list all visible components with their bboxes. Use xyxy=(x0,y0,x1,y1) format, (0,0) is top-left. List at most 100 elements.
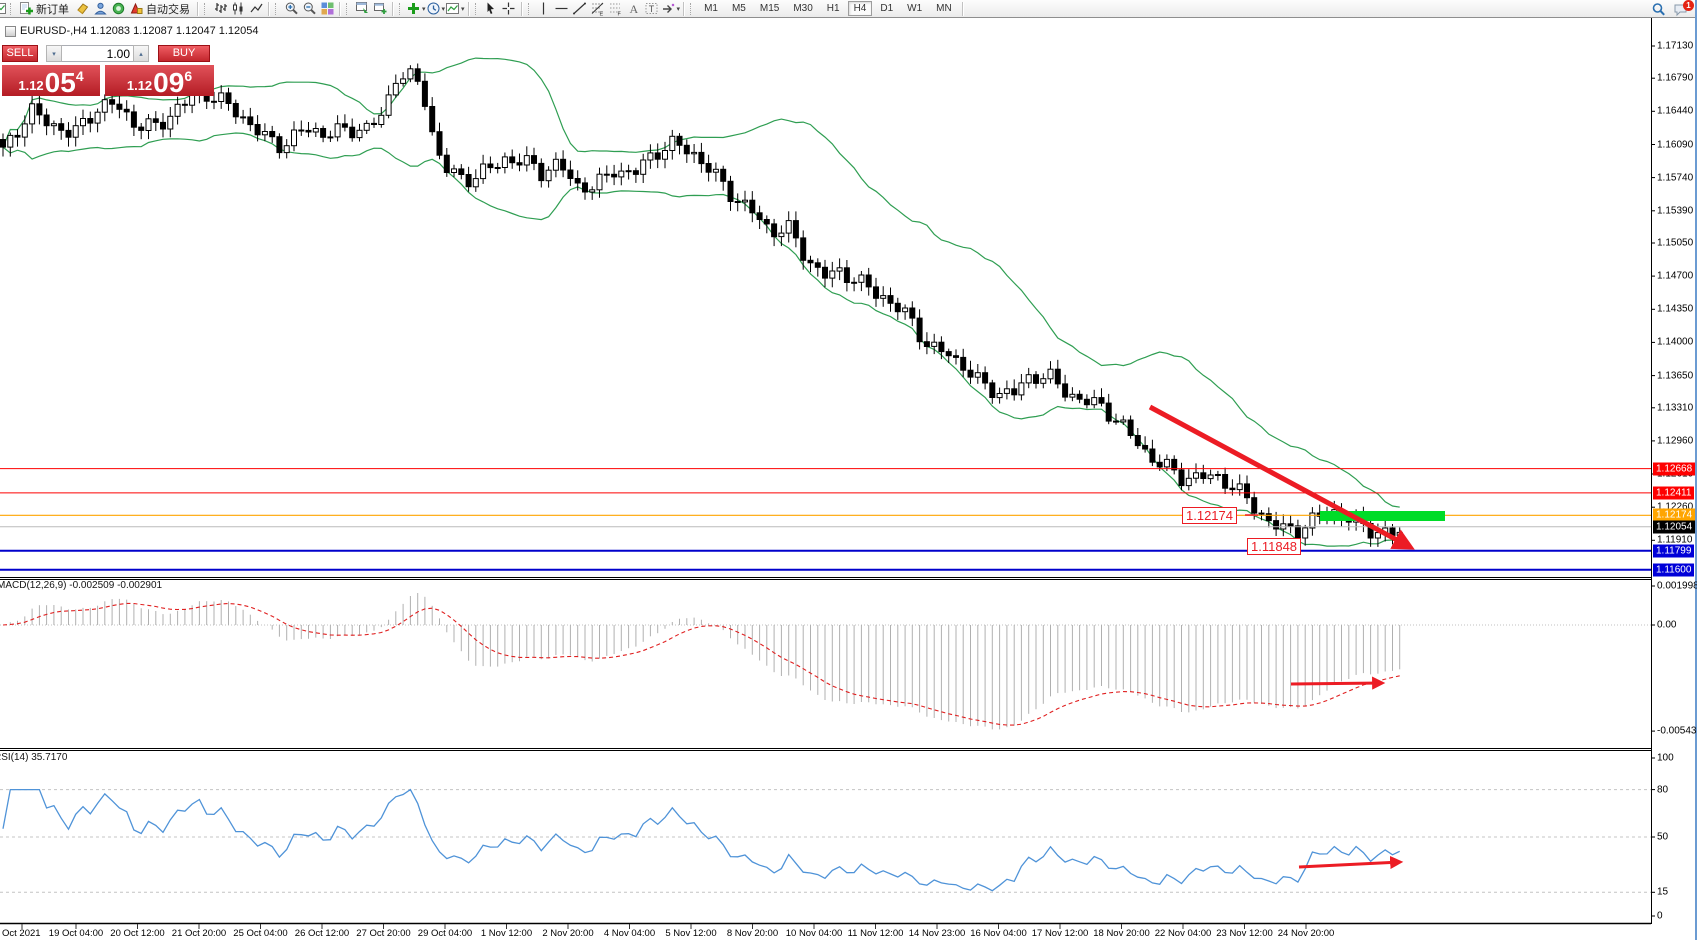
sell-price-panel[interactable]: 1.12 05 4 xyxy=(2,65,100,96)
macd-axis-tick: 0.00 xyxy=(1657,619,1677,631)
chart-price-annotation[interactable]: 1.11848 xyxy=(1247,538,1302,555)
macd-indicator-label: MACD(12,26,9) -0.002509 -0.002901 xyxy=(0,580,163,591)
chart-window-icon xyxy=(5,25,16,37)
autotrading-button[interactable] xyxy=(127,1,145,17)
svg-text:E: E xyxy=(600,12,604,17)
text-label-button[interactable]: T xyxy=(643,1,661,17)
new-order-button[interactable] xyxy=(17,1,35,17)
volume-increase-button[interactable]: ▴ xyxy=(133,45,149,62)
crosshair-button[interactable] xyxy=(500,1,518,17)
shapes-button[interactable]: ▾ xyxy=(661,1,680,17)
templates-button[interactable]: ▾ xyxy=(445,1,465,17)
toolbar-separator xyxy=(268,1,270,16)
chart-title-text: EURUSD-,H4 1.12083 1.12087 1.12047 1.120… xyxy=(20,25,259,37)
zoom-in-button[interactable] xyxy=(282,1,300,17)
arrange-windows-button[interactable] xyxy=(371,1,389,17)
clipped-window-icon xyxy=(0,1,8,17)
volume-input[interactable] xyxy=(62,45,133,62)
dropdown-arrow-icon: ▾ xyxy=(422,5,426,13)
search-button[interactable] xyxy=(1649,1,1667,17)
tf-w1-button[interactable]: W1 xyxy=(907,3,923,14)
periods-button[interactable]: ▾ xyxy=(426,1,446,17)
dropdown-arrow-icon: ▾ xyxy=(461,5,465,13)
zoom-out-button[interactable] xyxy=(300,1,318,17)
sell-button[interactable]: SELL xyxy=(2,45,38,62)
bar-chart-button[interactable] xyxy=(211,1,229,17)
time-axis-label: 26 Oct 12:00 xyxy=(294,928,350,939)
buy-price-panel[interactable]: 1.12 09 6 xyxy=(105,65,214,96)
cascade-windows-icon xyxy=(355,2,368,13)
tf-h4-button[interactable]: H4 xyxy=(847,1,873,16)
candlestick-chart-icon xyxy=(232,2,242,15)
vertical-line-button[interactable] xyxy=(535,1,553,17)
profile-icon xyxy=(93,2,107,15)
price-axis-tick: 1.13650 xyxy=(1657,370,1694,382)
toolbar-separator xyxy=(683,1,686,16)
time-axis-label: 23 Nov 12:00 xyxy=(1216,928,1273,939)
cursor-button[interactable] xyxy=(482,1,500,17)
chat-button[interactable]: 1 xyxy=(1671,0,1694,17)
signals-button[interactable] xyxy=(109,1,127,17)
autotrading-icon xyxy=(130,2,142,14)
templates-icon xyxy=(446,3,460,14)
tile-windows-icon xyxy=(321,2,333,15)
price-axis-tick: 1.15050 xyxy=(1657,237,1694,249)
time-axis-label: 5 Nov 12:00 xyxy=(665,928,717,939)
candlestick-chart-button[interactable] xyxy=(229,1,247,17)
buy-button[interactable]: BUY xyxy=(158,45,210,62)
cascade-windows-button[interactable] xyxy=(353,1,371,17)
tf-d1-button[interactable]: D1 xyxy=(880,3,894,14)
rsi-axis-tick: 0 xyxy=(1657,910,1663,922)
toolbar-separator xyxy=(339,1,341,16)
buy-price-big: 09 xyxy=(153,66,185,98)
volume-decrease-button[interactable]: ▾ xyxy=(46,45,62,62)
line-chart-icon xyxy=(250,3,262,13)
chart-title: EURUSD-,H4 1.12083 1.12087 1.12047 1.120… xyxy=(5,25,259,37)
indicators-icon xyxy=(408,3,419,14)
tf-m1-button[interactable]: M1 xyxy=(704,3,718,14)
tf-m5-button[interactable]: M5 xyxy=(731,3,746,14)
dropdown-arrow-icon: ▾ xyxy=(441,5,446,13)
time-axis-label: 14 Nov 23:00 xyxy=(908,928,966,939)
price-axis-tick: 1.12260 xyxy=(1657,501,1694,513)
toolbar-separator xyxy=(961,1,964,16)
tf-m15-button[interactable]: M15 xyxy=(759,3,780,14)
toolbar-grip xyxy=(474,2,479,15)
volume-stepper: ▾ ▴ xyxy=(46,45,149,62)
text-button[interactable]: A xyxy=(625,1,643,17)
styles-button[interactable] xyxy=(73,1,91,17)
price-axis-tick: 1.14350 xyxy=(1657,303,1694,315)
tf-mn-button[interactable]: MN xyxy=(936,3,952,14)
price-axis-label-highlighted: 1.11600 xyxy=(1653,563,1695,577)
toolbar-separator xyxy=(392,1,394,16)
indicators-button[interactable]: ▾ xyxy=(406,1,426,17)
rsi-axis-tick: 100 xyxy=(1657,752,1674,764)
toolbar-grip xyxy=(527,2,532,15)
sell-price-sup: 4 xyxy=(75,68,84,84)
horizontal-line-button[interactable] xyxy=(553,1,571,17)
fibonacci-button[interactable]: E xyxy=(589,1,607,17)
channel-button[interactable]: F xyxy=(607,1,625,17)
sell-price-prefix: 1.12 xyxy=(18,78,44,93)
zoom-out-icon xyxy=(303,2,316,15)
svg-text:A: A xyxy=(630,2,639,16)
autotrading-label: 自动交易 xyxy=(146,3,190,16)
tile-windows-button[interactable] xyxy=(318,1,336,17)
time-axis-label: 1 Nov 12:00 xyxy=(480,928,533,939)
profile-button[interactable] xyxy=(91,1,109,17)
tf-m30-button[interactable]: M30 xyxy=(793,3,813,14)
trend-line-button[interactable] xyxy=(571,1,589,17)
price-axis-label-highlighted: 1.12054 xyxy=(1653,520,1696,534)
time-axis-label: 4 Nov 04:00 xyxy=(603,928,656,939)
time-axis-label: 25 Oct 04:00 xyxy=(233,928,288,939)
tf-h1-button[interactable]: H1 xyxy=(826,3,840,14)
line-chart-button[interactable] xyxy=(247,1,265,17)
fibonacci-icon: E xyxy=(591,2,604,17)
time-axis-label: Oct 2021 xyxy=(2,928,41,939)
price-axis-label-highlighted: 1.12668 xyxy=(1653,462,1696,476)
toolbar-separator xyxy=(197,1,199,16)
price-axis-tick: 1.16790 xyxy=(1657,72,1694,84)
chart-price-annotation[interactable]: 1.12174 xyxy=(1182,507,1237,524)
time-axis-label: 18 Nov 20:00 xyxy=(1093,928,1150,939)
